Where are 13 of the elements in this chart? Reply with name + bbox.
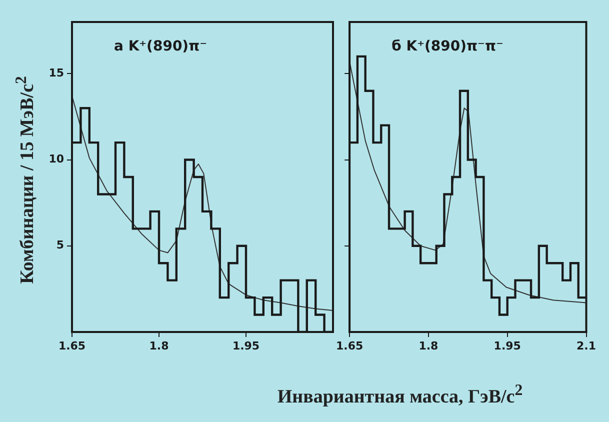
x-tick-label: 1.65 <box>58 339 86 352</box>
x-tick-label: 1.8 <box>149 339 169 352</box>
y-tick-label: 10 <box>48 152 64 166</box>
annotation: б K⁺(890)π⁻π⁻ <box>392 38 504 55</box>
y-tick-label: 5 <box>56 238 64 252</box>
x-tick-label: 1.8 <box>418 339 438 352</box>
y-tick-label: 15 <box>48 66 64 80</box>
x-tick-label: 1.95 <box>232 339 260 352</box>
x-tick-label: 1.95 <box>494 339 521 352</box>
x-tick-label: 2.1 <box>576 339 596 352</box>
x-tick-label: 1.65 <box>336 339 364 352</box>
x-axis-title: Инвариантная масса, ГэВ/с$^{2}$ <box>277 382 523 408</box>
annotation: а K⁺(890)π⁻ <box>114 38 208 55</box>
